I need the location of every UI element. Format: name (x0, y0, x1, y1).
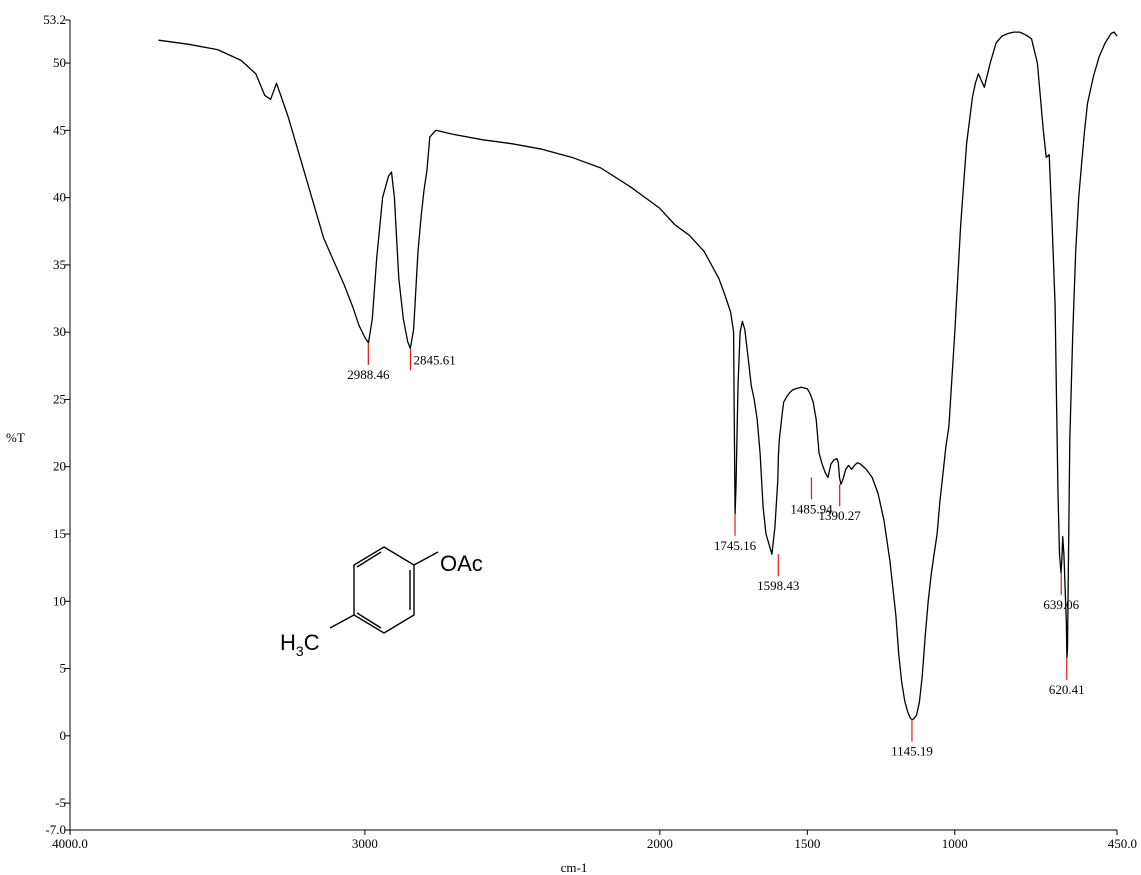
peak-label: 1485.94 (790, 501, 833, 516)
x-tick-group: 4000.0 3000 2000 1500 1000 450.0 (52, 830, 1137, 851)
peak-label: 620.41 (1049, 682, 1085, 697)
spectrum-line (158, 31, 1118, 721)
benzene-ring (353, 546, 415, 634)
y-tick-label: -5 (55, 795, 66, 810)
x-tick-label: 3000 (352, 836, 378, 851)
x-axis-title: cm-1 (561, 860, 588, 875)
peak-label: 1390.27 (819, 508, 862, 523)
y-tick-label: 30 (53, 324, 66, 339)
methyl-bond (329, 614, 355, 629)
y-tick-label: 15 (53, 526, 66, 541)
oac-label: OAc (440, 551, 483, 576)
x-tick-label: 4000.0 (52, 836, 88, 851)
x-tick-label: 450.0 (1108, 836, 1137, 851)
ring-inner-bond (356, 551, 382, 568)
peak-label: 2845.61 (413, 352, 455, 367)
peak-label: 2988.46 (347, 367, 390, 382)
y-axis-title: %T (6, 430, 25, 445)
methyl-label: H3C (280, 630, 320, 659)
peak-marker-group: 2988.46 2845.61 1745.16 1598.43 1485.941390.… (347, 342, 1085, 759)
y-tick-label: 50 (53, 55, 66, 70)
chart-axes (69, 20, 1117, 831)
y-tick-label: 25 (53, 391, 66, 406)
y-tick-label: 40 (53, 190, 66, 205)
y-tick-label: 10 (53, 593, 66, 608)
peak-label: 639.06 (1043, 597, 1079, 612)
y-tick-label: -7.0 (45, 822, 66, 837)
ring-inner-bond (356, 612, 382, 629)
spectrum-series-group (158, 31, 1118, 721)
y-tick-label: 20 (53, 459, 66, 474)
y-tick-label: 45 (53, 122, 66, 137)
x-tick-label: 2000 (647, 836, 673, 851)
y-tick-label: 0 (60, 728, 67, 743)
x-tick-label: 1000 (942, 836, 968, 851)
peak-label: 1145.19 (891, 744, 933, 759)
y-tick-label: 5 (60, 661, 67, 676)
y-tick-label: 53.2 (43, 12, 66, 27)
x-tick-label: 1500 (794, 836, 820, 851)
y-tick-label: 35 (53, 257, 66, 272)
oac-bond (413, 551, 439, 566)
peak-label: 1598.43 (757, 578, 799, 593)
peak-label: 1745.16 (714, 538, 757, 553)
p-tolyl-acetate-structure: OAc H3C (280, 546, 483, 659)
